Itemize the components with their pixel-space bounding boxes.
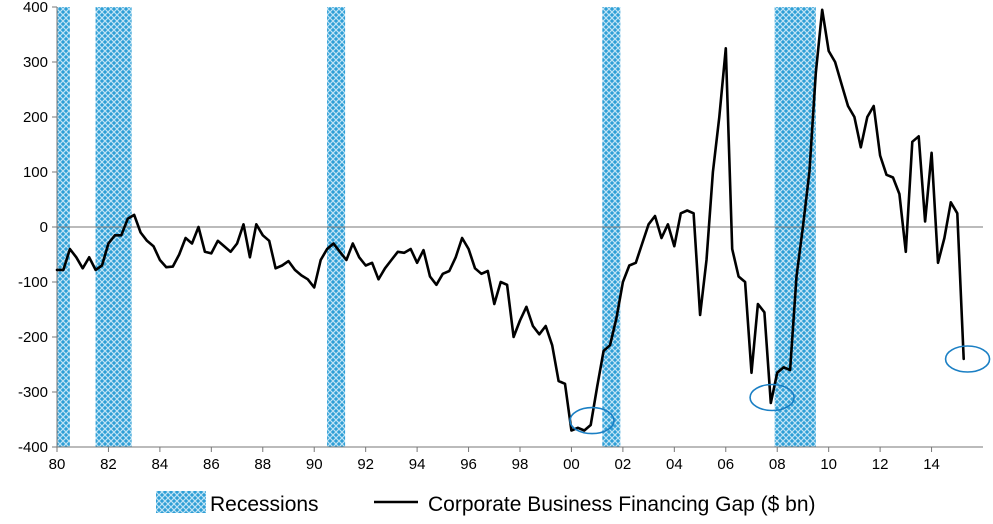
x-tick-label: 80 [49,456,66,473]
annotation-layer [569,345,991,435]
y-tick-label: 400 [23,0,48,16]
y-tick-label: 100 [23,164,48,181]
x-tick-label: 14 [923,456,940,473]
x-tick-label: 08 [769,456,786,473]
legend: Recessions Corporate Business Financing … [156,491,816,516]
y-tick-label: 200 [23,109,48,126]
annotation-circle-2 [944,345,991,373]
x-tick-label: 82 [100,456,117,473]
x-tick-label: 98 [512,456,529,473]
x-tick-label: 10 [820,456,837,473]
x-tick-label: 92 [357,456,374,473]
y-tick-label: -300 [18,384,48,401]
x-tick-label: 04 [666,456,683,473]
legend-label-financing-gap: Corporate Business Financing Gap ($ bn) [428,493,816,516]
x-tick-label: 94 [409,456,426,473]
legend-recession-swatch [156,491,206,513]
x-tick-label: 12 [872,456,889,473]
x-tick-label: 84 [152,456,169,473]
x-tick-label: 86 [203,456,220,473]
annotation-circle-0 [569,406,615,435]
y-tick-label: 300 [23,54,48,71]
y-tick-label: -100 [18,274,48,291]
annotation-circle-1 [749,383,795,412]
series-layer [55,8,966,432]
x-tick-label: 96 [460,456,477,473]
x-tick-label: 02 [615,456,632,473]
x-tick-label: 88 [254,456,271,473]
y-tick-label: -400 [18,439,48,456]
y-tick-label: -200 [18,329,48,346]
x-tick-label: 06 [717,456,734,473]
legend-label-recessions: Recessions [210,493,319,516]
y-tick-label: 0 [40,219,48,236]
series-line-financing-gap [55,8,966,432]
x-tick-label: 90 [306,456,323,473]
x-tick-label: 00 [563,456,580,473]
